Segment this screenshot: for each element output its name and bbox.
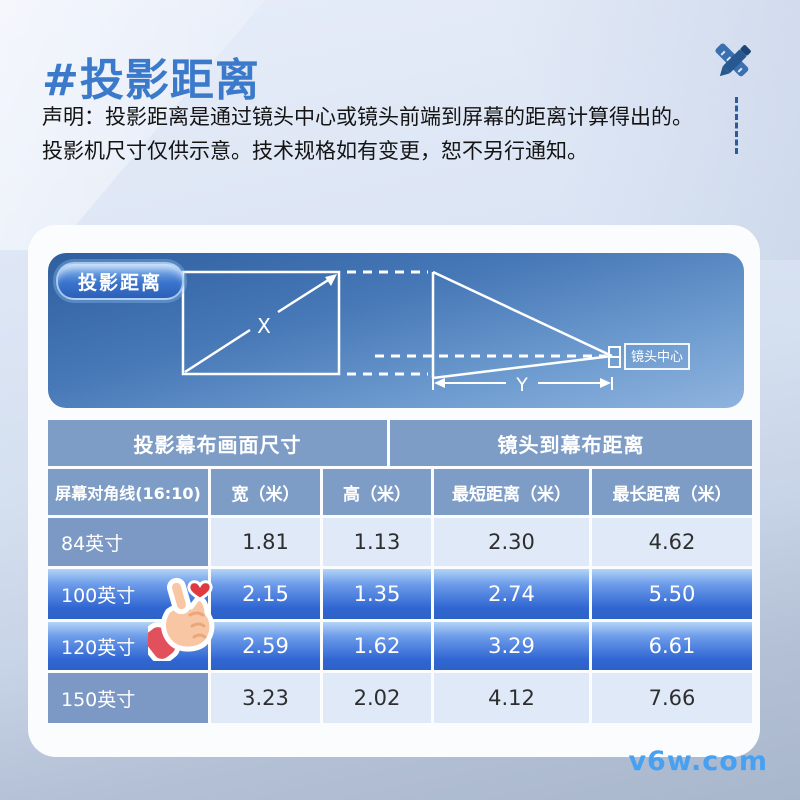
diagram-badge-label: 投影距离 [77, 271, 162, 294]
pencil-ruler-icon [708, 36, 760, 88]
diagram-x-label: X [257, 314, 271, 338]
col-header-width: 宽（米） [211, 469, 320, 515]
table-cell: 2.02 [323, 673, 431, 723]
group-header-screen-size: 投影幕布画面尺寸 [48, 420, 387, 466]
table-cell: 1.35 [323, 569, 431, 619]
diagram-badge: 投影距离 [56, 262, 184, 300]
col-header-max-distance: 最长距离（米） [592, 469, 752, 515]
table-cell: 1.62 [323, 622, 431, 670]
projection-table: 投影幕布画面尺寸 镜头到幕布距离 屏幕对角线(16:10) 宽（米） 高（米） … [48, 420, 752, 723]
table-row-label: 84英寸 [48, 518, 208, 566]
diagram-y-label: Y [515, 374, 528, 396]
disclaimer-line-2: 投影机尺寸仅供示意。技术规格如有变更，恕不另行通知。 [42, 139, 588, 163]
disclaimer-text: 声明：投影距离是通过镜头中心或镜头前端到屏幕的距离计算得出的。 投影机尺寸仅供示意… [42, 100, 702, 168]
table-cell: 3.29 [434, 622, 589, 670]
table-cell: 2.74 [434, 569, 589, 619]
col-header-diagonal: 屏幕对角线(16:10) [48, 469, 208, 515]
projection-distance-diagram: X 镜头中心 [181, 270, 690, 396]
table-cell: 2.59 [211, 622, 320, 670]
table-grid: 屏幕对角线(16:10) 宽（米） 高（米） 最短距离（米） 最长距离（米） 8… [48, 469, 752, 723]
watermark: v6w.com [628, 746, 768, 777]
table-row-label: 150英寸 [48, 673, 208, 723]
table-cell: 2.15 [211, 569, 320, 619]
col-header-height: 高（米） [323, 469, 431, 515]
table-cell: 5.50 [592, 569, 752, 619]
dashed-line-decor [735, 97, 738, 154]
table-cell: 4.12 [434, 673, 589, 723]
table-cell: 7.66 [592, 673, 752, 723]
table-group-header-row: 投影幕布画面尺寸 镜头到幕布距离 [48, 420, 752, 466]
projection-diagram-panel: X 镜头中心 [48, 253, 744, 408]
table-cell: 6.61 [592, 622, 752, 670]
table-cell: 3.23 [211, 673, 320, 723]
content-card: X 镜头中心 [28, 225, 760, 757]
page-title: #投影距离 [42, 55, 260, 106]
thumbs-up-heart-sticker [139, 575, 220, 664]
col-header-min-distance: 最短距离（米） [434, 469, 589, 515]
disclaimer-line-1: 声明：投影距离是通过镜头中心或镜头前端到屏幕的距离计算得出的。 [42, 105, 693, 129]
table-cell: 1.13 [323, 518, 431, 566]
table-cell: 2.30 [434, 518, 589, 566]
table-cell: 1.81 [211, 518, 320, 566]
table-cell: 4.62 [592, 518, 752, 566]
lens-center-label: 镜头中心 [631, 350, 683, 365]
group-header-lens-distance: 镜头到幕布距离 [390, 420, 752, 466]
